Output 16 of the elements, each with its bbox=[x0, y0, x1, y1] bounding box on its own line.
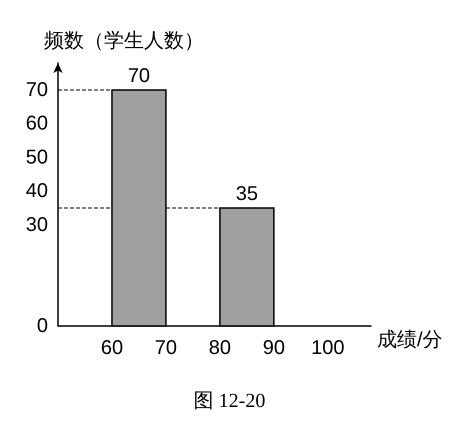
x-tick-label: 90 bbox=[262, 337, 285, 359]
x-tick-label: 80 bbox=[208, 337, 232, 359]
y-axis-title: 频数（学生人数） bbox=[44, 30, 204, 52]
x-tick-label: 70 bbox=[154, 337, 178, 359]
data-label: 70 bbox=[128, 64, 150, 87]
y-tick-label: 60 bbox=[26, 112, 48, 135]
x-axis-title: 成绩/分 bbox=[377, 329, 443, 351]
y-tick-label: 70 bbox=[26, 78, 48, 101]
caption: 图 12-20 bbox=[194, 390, 266, 412]
y-tick-label: 0 bbox=[36, 315, 48, 337]
y-tick-label: 50 bbox=[26, 146, 48, 168]
x-tick-label: 100 bbox=[311, 337, 345, 359]
data-label: 35 bbox=[236, 182, 258, 205]
y-tick-label: 40 bbox=[26, 180, 48, 202]
x-tick-label: 60 bbox=[100, 337, 124, 359]
y-tick-label: 30 bbox=[26, 214, 48, 236]
